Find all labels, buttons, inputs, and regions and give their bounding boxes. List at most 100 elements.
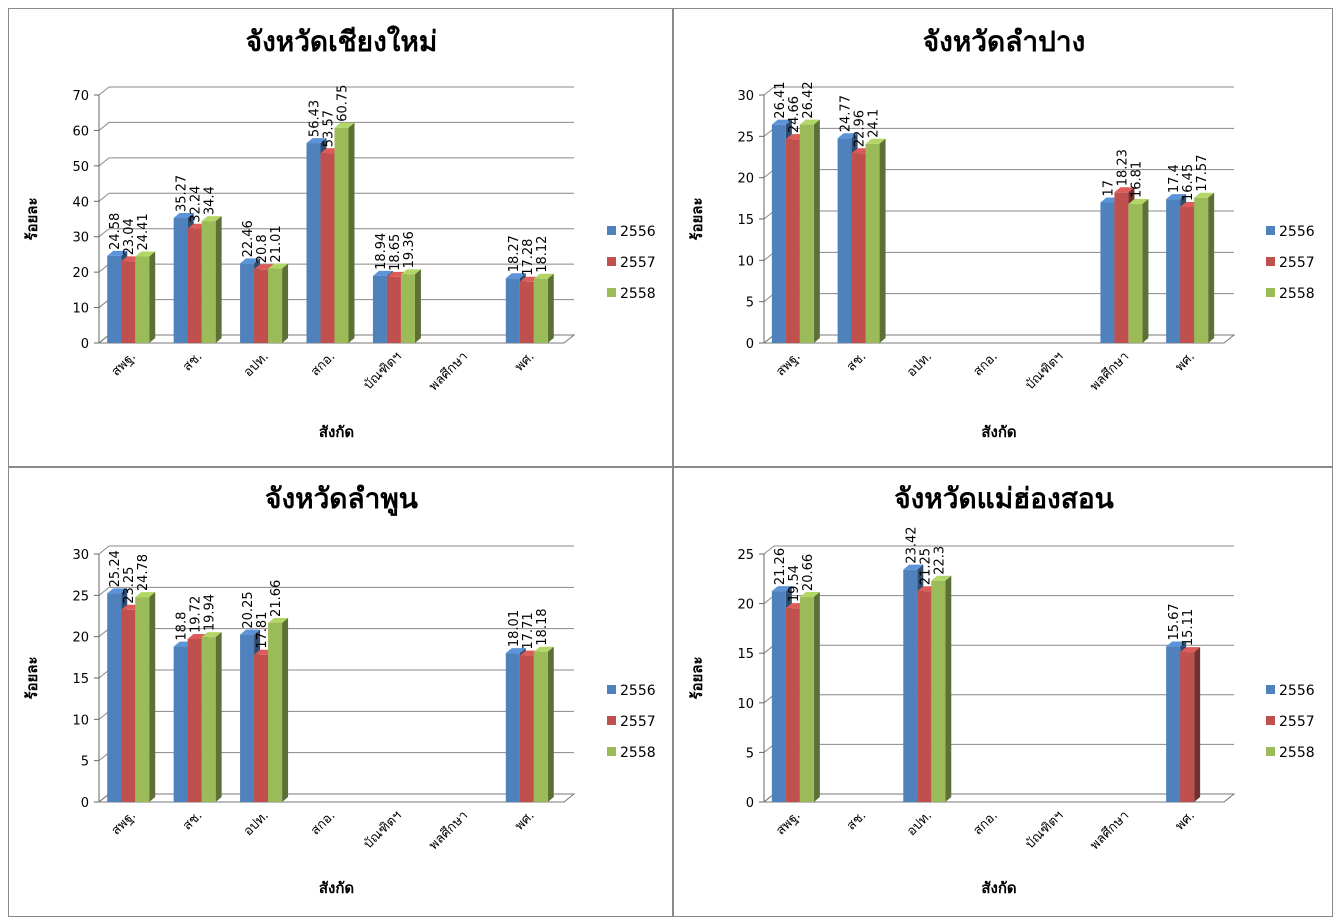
bar-top [903,564,924,570]
data-label: 20.25 [241,591,256,628]
bar-front [785,608,800,802]
bar-top [1166,641,1187,647]
x-axis-label: สังกัด [981,423,1016,441]
data-label: 17 [1101,180,1116,197]
chart-chiang-mai: จังหวัดเชียงใหม่ 0 10 20 30 40 50 60 70 ร้อยละสพฐ… [23,25,656,441]
x-tick-label: พลศึกษา [1087,349,1132,394]
y-tick-label: 0 [81,796,89,811]
data-label: 21.25 [918,548,933,585]
bar-front [372,275,387,343]
data-label: 23.25 [122,567,137,604]
bar [865,138,886,343]
bar-front [306,143,321,343]
x-tick-label: สพฐ. [109,349,139,379]
x-tick-label: สช. [844,349,869,374]
bar-front [519,655,534,802]
data-label: 23.04 [122,218,137,255]
y-tick-label: 15 [737,647,754,662]
bar [799,592,820,802]
bar-front [173,646,188,802]
bar-top [240,629,261,635]
bar-side [215,632,222,802]
data-label: 24.77 [839,95,854,132]
x-tick-label: สช. [180,349,205,374]
legend-entry: 2557 [620,255,656,271]
legend-entry: 2558 [620,286,656,302]
bar-top [533,646,554,652]
data-label: 26.41 [773,81,788,118]
data-label: 32.24 [189,186,204,223]
bar-top [107,250,128,256]
data-label: 22.46 [241,220,256,257]
bar [268,263,289,343]
y-tick-label: 70 [72,89,89,104]
bar-top [1194,192,1215,198]
bar-front [320,153,335,343]
legend: 2556 2557 2558 [607,224,656,302]
bar-top [268,617,289,623]
chart-title: จังหวัดแม่ฮ่องสอน [894,482,1114,515]
chart-title: จังหวัดลำปาง [923,25,1086,58]
x-axis-label: สังกัด [319,423,354,441]
legend-swatch [607,685,616,694]
bar-front [533,278,548,343]
legend-entry: 2556 [1279,224,1315,240]
y-tick-label: 30 [72,548,89,563]
x-tick-label: พลศึกษา [1087,808,1132,853]
y-tick-label: 25 [72,589,89,604]
bar-front [1100,202,1115,343]
y-axis-label: ร้อยละ [23,197,41,240]
legend-swatch [1266,288,1275,297]
data-label: 20.66 [801,554,816,591]
bar-top [135,592,156,598]
bar-front [1128,204,1143,343]
x-tick-label: สพฐ. [109,808,139,838]
bar-front [903,569,918,802]
gridlines [763,86,1234,344]
legend-entry: 2557 [1279,714,1315,730]
bar-top [107,588,128,594]
y-tick-label: 10 [737,697,754,712]
bar-top [799,592,820,598]
legend-swatch [607,288,616,297]
bar-front [201,637,216,802]
bar-front [135,597,150,802]
bar [135,592,156,802]
data-label: 18.18 [535,608,550,645]
y-tick-label: 0 [746,796,754,811]
gridline-depth [98,157,110,167]
data-label: 24.78 [136,554,151,591]
bar [135,251,156,343]
bar-front [187,228,202,343]
x-axis-floor [762,334,1236,344]
gridline-depth [98,86,110,96]
x-tick-label: สกอ. [308,808,338,838]
data-label: 35.27 [175,175,190,212]
bar-side [813,592,820,802]
data-label: 18.27 [507,235,522,272]
x-tick-label: สกอ. [971,349,1001,379]
bar-side [1142,199,1149,343]
bar-front [107,255,122,343]
bar-side [282,617,289,802]
bar [1128,199,1149,343]
bar-side [813,119,820,343]
bar-top [865,138,886,144]
y-tick-label: 20 [72,266,89,281]
bar-front [799,124,814,343]
y-tick-label: 10 [72,302,89,317]
gridline-depth [98,545,110,555]
y-tick-label: 15 [72,672,89,687]
x-tick-label: สพฐ. [773,349,803,379]
bar-top [306,138,327,144]
x-axis-label: สังกัด [981,879,1016,897]
x-tick-label: บัณฑิตฯ [1023,808,1067,852]
bar-front [1166,646,1181,802]
y-tick-label: 50 [72,160,89,175]
chart-panel-lampang: จังหวัดลำปาง 0 5 10 15 20 25 30 ร้อยละ สพฐ. 26.41 2… [673,8,1333,467]
data-label: 17.81 [255,612,270,649]
bar [533,273,554,343]
bar-front [334,127,349,344]
data-label: 16.81 [1129,161,1144,198]
